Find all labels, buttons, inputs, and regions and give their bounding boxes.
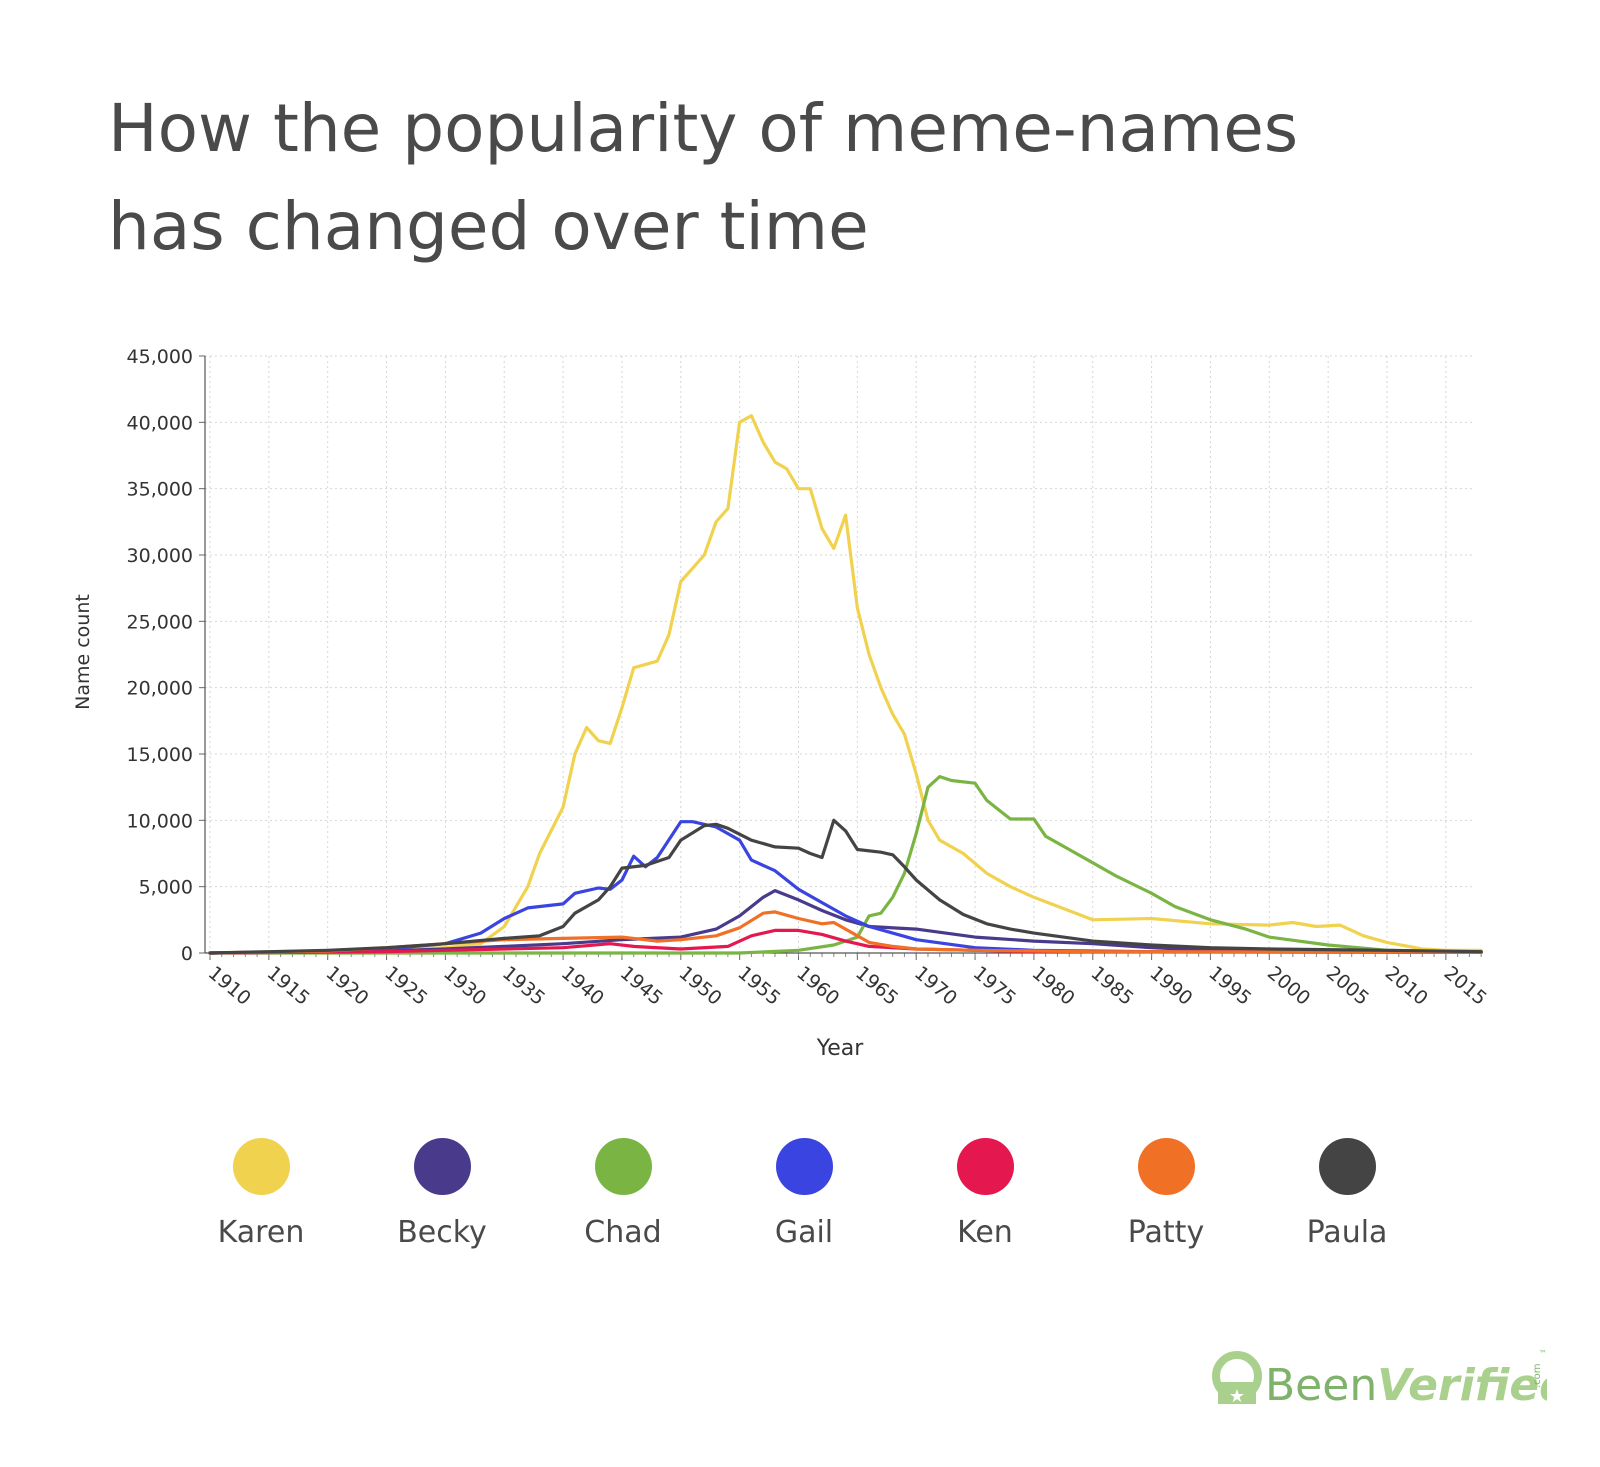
x-tick-label: 2000 [1263, 962, 1314, 1010]
y-tick-label: 25,000 [127, 611, 193, 633]
y-tick-label: 10,000 [127, 810, 193, 832]
legend-label-chad: Chad [584, 1215, 662, 1250]
x-tick-label: 1945 [616, 962, 667, 1010]
legend-label-karen: Karen [217, 1215, 305, 1250]
legend-item-karen[interactable]: Karen [181, 1138, 341, 1250]
x-tick-label: 1980 [1028, 962, 1079, 1010]
x-tick-label: 1915 [263, 962, 314, 1010]
axes [199, 355, 1482, 960]
svg-text:★: ★ [1229, 1386, 1245, 1407]
y-tick-label: 40,000 [127, 412, 193, 434]
grid-lines [205, 355, 1475, 953]
x-tick-label: 1930 [439, 962, 490, 1010]
x-tick-label: 1970 [910, 962, 961, 1010]
series-lines [208, 414, 1483, 955]
x-tick-label: 1955 [733, 962, 784, 1010]
x-axis-title: Year [816, 1036, 865, 1061]
y-tick-label: 20,000 [127, 678, 193, 700]
logo-trademark: ™ [1539, 1349, 1547, 1358]
x-tick-label: 1995 [1204, 962, 1255, 1010]
x-tick-label: 1910 [204, 962, 255, 1010]
y-axis-title: Name count [72, 594, 94, 710]
y-tick-label: 15,000 [127, 744, 193, 766]
x-tick-label: 1990 [1145, 962, 1196, 1010]
series-line-gail [208, 820, 1483, 955]
x-tick-label: 2015 [1440, 962, 1491, 1010]
x-tick-label: 1950 [675, 962, 726, 1010]
person-star-icon: ★ [1212, 1351, 1262, 1407]
legend-swatch-ken [956, 1138, 1014, 1195]
legend-item-chad[interactable]: Chad [543, 1138, 703, 1250]
x-tick-label: 1920 [321, 962, 372, 1010]
legend-swatch-becky [413, 1138, 471, 1195]
y-tick-label: 45,000 [127, 346, 193, 368]
legend-item-becky[interactable]: Becky [362, 1138, 522, 1250]
x-tick-label: 2005 [1322, 962, 1373, 1010]
x-tick-label: 2010 [1381, 962, 1432, 1010]
legend-swatch-karen [232, 1138, 290, 1195]
beenverified-logo: ★ BeenVerified .com ™ [1212, 1349, 1547, 1411]
y-tick-label: 0 [181, 943, 193, 965]
x-tick-label: 1965 [851, 962, 902, 1010]
x-tick-label: 1985 [1087, 962, 1138, 1010]
line-chart: 0 5,000 10,000 15,000 20,000 25,000 30,000 35,0… [72, 346, 1491, 1061]
logo-suffix: .com [1532, 1363, 1543, 1388]
legend-swatch-paula [1318, 1138, 1376, 1195]
legend-item-gail[interactable]: Gail [724, 1138, 884, 1250]
series-line-paula [208, 818, 1483, 955]
x-tick-label: 1925 [380, 962, 431, 1010]
legend-label-paula: Paula [1306, 1215, 1388, 1250]
legend-item-patty[interactable]: Patty [1086, 1138, 1246, 1250]
chart-title-line-1: How the popularity of meme-names [108, 90, 1299, 167]
y-tick-label: 35,000 [127, 479, 193, 501]
y-tick-label: 30,000 [127, 545, 193, 567]
logo-text-verified: Verified [1377, 1360, 1547, 1411]
chart-title-line-2: has changed over time [108, 188, 869, 265]
legend-label-ken: Ken [957, 1215, 1013, 1250]
legend-item-ken[interactable]: Ken [905, 1138, 1065, 1250]
legend-label-patty: Patty [1127, 1215, 1205, 1250]
legend-item-paula[interactable]: Paula [1267, 1138, 1427, 1250]
x-tick-label: 1975 [969, 962, 1020, 1010]
legend-swatch-patty [1137, 1138, 1195, 1195]
legend-label-gail: Gail [774, 1215, 834, 1250]
chart-title: How the popularity of meme-names has cha… [108, 80, 1528, 276]
x-tick-label: 1960 [792, 962, 843, 1010]
x-tick-label: 1940 [557, 962, 608, 1010]
logo-wordmark: BeenVerified [1265, 1360, 1547, 1411]
series-line-becky [208, 889, 1483, 955]
y-tick-label: 5,000 [139, 877, 193, 899]
legend-swatch-gail [775, 1138, 833, 1195]
logo-text-been: Been [1265, 1360, 1377, 1411]
series-line-karen [208, 414, 1483, 955]
legend-swatch-chad [594, 1138, 652, 1195]
legend-label-becky: Becky [397, 1215, 487, 1250]
x-tick-label: 1935 [498, 962, 549, 1010]
series-line-chad [208, 775, 1483, 955]
